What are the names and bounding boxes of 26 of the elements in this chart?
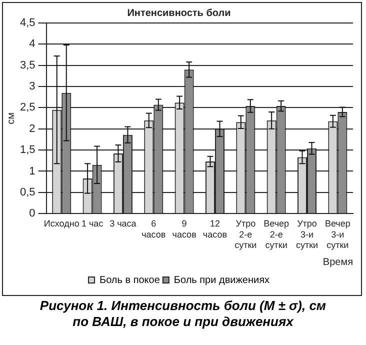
x-tick-label: Исходно xyxy=(44,218,80,228)
x-tick-label: Утро 3-и сутки xyxy=(296,218,318,250)
y-axis-title: см xyxy=(6,112,17,124)
y-tick-label: 1 xyxy=(29,165,36,178)
text: Рисунок 1. Интенсивность боли (M ± σ), см по ВАШ, в покое и при движениях xyxy=(38,298,328,330)
x-tick-label: 6 часов xyxy=(142,218,166,240)
x-tick-label: 9 часов xyxy=(172,218,197,240)
y-tick-label: 3,5 xyxy=(20,59,36,72)
x-tick-label: Вечер 2-е сутки xyxy=(264,218,290,250)
x-tick-label: Вечер 3-и сутки xyxy=(324,218,350,250)
y-tick-label: 1,5 xyxy=(20,144,36,156)
y-tick-label: 2,5 xyxy=(20,102,36,114)
legend-label: Боль в покое xyxy=(100,274,160,286)
y-tick-label: 0,5 xyxy=(20,186,36,198)
chart-title: Интенсивность боли xyxy=(127,8,231,19)
y-tick-label: 4 xyxy=(29,38,36,50)
x-tick-label: 1 час xyxy=(81,218,104,228)
x-tick-label: 3 часа xyxy=(110,218,136,228)
x-axis-title: Время xyxy=(322,256,353,268)
y-tick-label: 2 xyxy=(29,122,36,135)
y-tick-label: 4,5 xyxy=(20,17,36,30)
x-tick-label: 12 часов xyxy=(202,218,228,240)
x-tick-label: Утро 2-е сутки xyxy=(234,218,257,250)
legend-label: Боль при движениях xyxy=(174,274,270,286)
y-tick-label: 3 xyxy=(29,80,36,93)
y-tick-label: 0 xyxy=(29,208,36,220)
